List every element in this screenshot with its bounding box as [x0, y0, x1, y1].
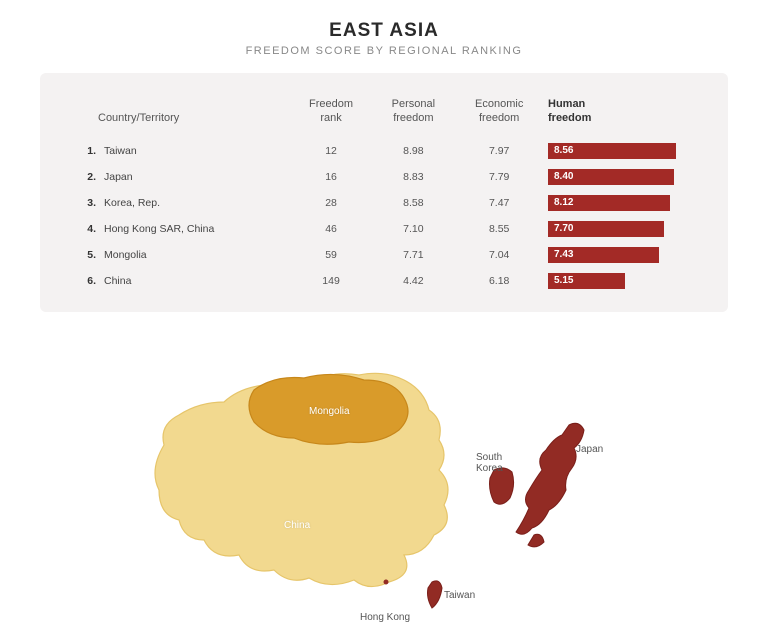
row-economic: 8.55	[454, 216, 544, 242]
row-personal: 8.83	[372, 164, 454, 190]
row-personal: 4.42	[372, 268, 454, 294]
table-row: 2.Japan168.837.798.40	[74, 164, 694, 190]
table-row: 1.Taiwan128.987.978.56	[74, 138, 694, 164]
label-japan: Japan	[576, 444, 603, 455]
ranking-table: Country/Territory Freedomrank Personalfr…	[74, 91, 694, 294]
row-rank: 6.	[74, 268, 98, 294]
row-human-bar: 8.12	[544, 190, 694, 216]
row-rank: 5.	[74, 242, 98, 268]
col-freedom-rank: Freedomrank	[290, 91, 373, 138]
row-rank: 3.	[74, 190, 98, 216]
row-freedom-rank: 12	[290, 138, 373, 164]
col-human: Humanfreedom	[544, 91, 694, 138]
region-map: Mongolia China Japan South Korea Taiwan …	[104, 330, 664, 630]
row-economic: 7.97	[454, 138, 544, 164]
col-country: Country/Territory	[74, 91, 290, 138]
row-name: Korea, Rep.	[98, 190, 290, 216]
row-human-bar: 8.56	[544, 138, 694, 164]
row-personal: 8.58	[372, 190, 454, 216]
table-row: 5.Mongolia597.717.047.43	[74, 242, 694, 268]
row-name: Taiwan	[98, 138, 290, 164]
row-name: Mongolia	[98, 242, 290, 268]
row-human-bar: 7.70	[544, 216, 694, 242]
map-japan	[516, 423, 584, 547]
row-name: China	[98, 268, 290, 294]
row-human-bar: 8.40	[544, 164, 694, 190]
label-taiwan: Taiwan	[444, 590, 475, 601]
label-hong-kong: Hong Kong	[360, 612, 410, 623]
row-personal: 7.71	[372, 242, 454, 268]
row-economic: 7.79	[454, 164, 544, 190]
map-svg	[104, 330, 664, 630]
label-china: China	[284, 520, 310, 531]
row-rank: 4.	[74, 216, 98, 242]
row-economic: 7.04	[454, 242, 544, 268]
table-row: 3.Korea, Rep.288.587.478.12	[74, 190, 694, 216]
label-south-korea: South Korea	[476, 452, 516, 474]
page-subtitle: FREEDOM SCORE BY REGIONAL RANKING	[40, 45, 728, 57]
row-economic: 7.47	[454, 190, 544, 216]
row-freedom-rank: 59	[290, 242, 373, 268]
row-name: Hong Kong SAR, China	[98, 216, 290, 242]
col-economic: Economicfreedom	[454, 91, 544, 138]
col-personal: Personalfreedom	[372, 91, 454, 138]
page-title: EAST ASIA	[40, 20, 728, 42]
label-mongolia: Mongolia	[309, 406, 350, 417]
row-freedom-rank: 149	[290, 268, 373, 294]
row-freedom-rank: 28	[290, 190, 373, 216]
row-freedom-rank: 16	[290, 164, 373, 190]
row-personal: 8.98	[372, 138, 454, 164]
ranking-card: Country/Territory Freedomrank Personalfr…	[40, 73, 728, 312]
row-name: Japan	[98, 164, 290, 190]
map-taiwan	[428, 580, 443, 607]
row-human-bar: 7.43	[544, 242, 694, 268]
row-freedom-rank: 46	[290, 216, 373, 242]
table-row: 6.China1494.426.185.15	[74, 268, 694, 294]
table-row: 4.Hong Kong SAR, China467.108.557.70	[74, 216, 694, 242]
map-hong-kong	[384, 579, 389, 584]
row-rank: 2.	[74, 164, 98, 190]
row-economic: 6.18	[454, 268, 544, 294]
row-rank: 1.	[74, 138, 98, 164]
row-personal: 7.10	[372, 216, 454, 242]
row-human-bar: 5.15	[544, 268, 694, 294]
